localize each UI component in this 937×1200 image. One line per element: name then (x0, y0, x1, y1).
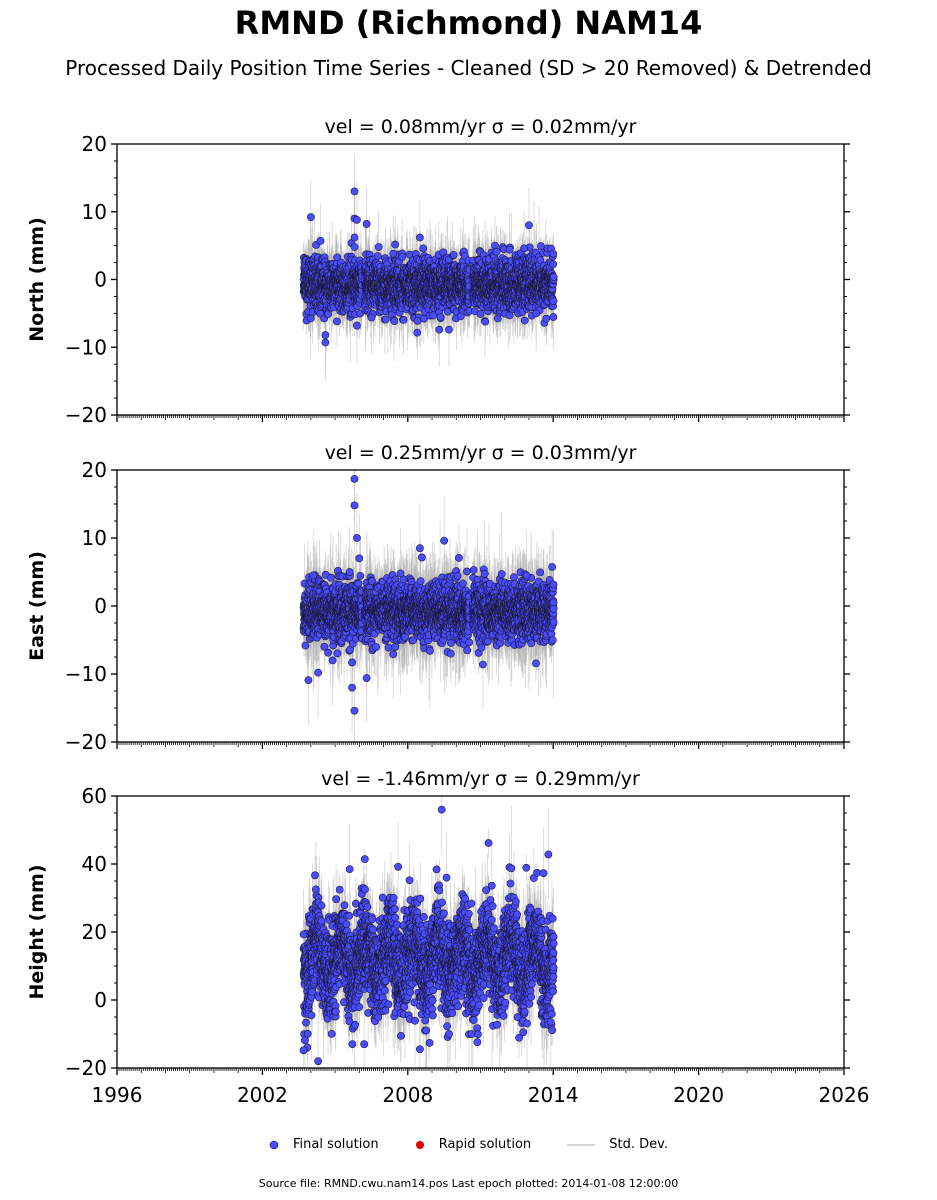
data-point (419, 244, 428, 253)
data-point (373, 252, 382, 261)
data-point (333, 253, 342, 262)
data-point (399, 316, 408, 324)
data-point (381, 315, 390, 324)
data-point (333, 317, 341, 326)
y-axis-label-north: North (mm) (26, 217, 48, 342)
panel-title-north: vel = 0.08mm/yr σ = 0.02mm/yr (325, 116, 637, 138)
data-point (390, 317, 399, 325)
data-point (398, 253, 407, 261)
chart-subtitle: Processed Daily Position Time Series - C… (0, 56, 937, 80)
chart-title: RMND (Richmond) NAM14 (0, 4, 937, 42)
data-points-north (299, 187, 558, 347)
data-point (391, 240, 400, 249)
data-point (413, 328, 422, 337)
